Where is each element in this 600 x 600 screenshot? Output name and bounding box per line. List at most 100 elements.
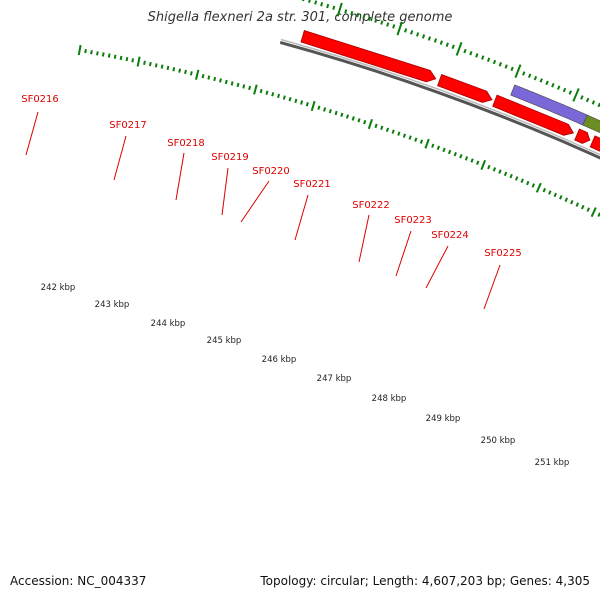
minor-tick xyxy=(531,183,536,188)
kbp-label: 248 kbp xyxy=(372,394,407,404)
major-tick xyxy=(310,100,316,112)
minor-tick xyxy=(408,135,412,140)
minor-tick xyxy=(431,143,435,148)
backbone-highlight xyxy=(280,38,600,156)
major-tick xyxy=(535,182,542,193)
minor-tick xyxy=(509,173,513,179)
minor-tick xyxy=(464,156,469,161)
minor-tick xyxy=(510,66,514,72)
minor-tick xyxy=(486,57,491,63)
minor-tick xyxy=(451,44,455,50)
minor-tick xyxy=(357,118,361,123)
minor-tick xyxy=(585,97,590,103)
kbp-label: 242 kbp xyxy=(41,283,76,293)
major-tick xyxy=(253,84,258,95)
minor-tick xyxy=(334,110,338,116)
minor-tick xyxy=(368,16,372,22)
minor-tick xyxy=(492,167,497,172)
callout-line xyxy=(113,135,127,181)
callout-line xyxy=(240,180,270,223)
minor-tick xyxy=(154,63,158,68)
minor-tick xyxy=(207,75,211,80)
major-tick xyxy=(136,56,141,67)
gene-arrow xyxy=(437,73,493,103)
major-tick xyxy=(77,44,82,56)
kbp-label: 244 kbp xyxy=(151,319,186,329)
minor-tick xyxy=(340,112,344,118)
minor-tick xyxy=(119,55,123,61)
minor-tick xyxy=(259,88,263,94)
major-tick xyxy=(396,21,403,36)
minor-tick xyxy=(362,14,366,20)
callout-line xyxy=(483,264,501,310)
minor-tick xyxy=(160,64,164,69)
minor-tick xyxy=(305,102,309,107)
kbp-label: 243 kbp xyxy=(95,300,130,310)
callout-line xyxy=(25,111,39,156)
minor-tick xyxy=(131,58,135,63)
minor-tick xyxy=(568,90,573,95)
minor-tick xyxy=(189,71,193,76)
major-tick xyxy=(455,41,463,56)
accession-text: Accession: NC_004337 xyxy=(10,574,147,588)
minor-tick xyxy=(476,160,480,165)
minor-tick xyxy=(385,127,390,133)
gene-label: SF0224 xyxy=(431,230,469,241)
minor-tick xyxy=(397,131,401,136)
minor-tick xyxy=(172,67,176,72)
minor-tick xyxy=(107,53,111,58)
minor-tick xyxy=(498,62,503,67)
minor-tick xyxy=(277,93,281,99)
gene-label: SF0222 xyxy=(352,200,390,211)
major-tick xyxy=(195,69,200,80)
major-tick xyxy=(424,138,430,149)
minor-tick xyxy=(564,197,569,202)
minor-tick xyxy=(344,9,348,14)
minor-tick xyxy=(551,83,555,88)
minor-tick xyxy=(380,20,384,25)
minor-tick xyxy=(419,139,424,144)
minor-tick xyxy=(300,100,304,105)
minor-tick xyxy=(308,0,311,3)
minor-tick xyxy=(224,79,228,85)
minor-tick xyxy=(527,73,532,78)
minor-tick xyxy=(219,78,222,83)
outer-tick-ring xyxy=(302,0,600,108)
minor-tick xyxy=(294,98,298,104)
minor-tick xyxy=(113,54,117,59)
minor-tick xyxy=(410,30,414,35)
kbp-label: 247 kbp xyxy=(317,374,352,384)
callout-line xyxy=(294,194,309,241)
minor-tick xyxy=(230,81,234,86)
minor-tick xyxy=(404,28,408,33)
minor-tick xyxy=(447,149,452,155)
minor-tick xyxy=(201,73,205,79)
kbp-scale-labels: 242 kbp 243 kbp 244 kbp 245 kbp 246 kbp 247 k… xyxy=(41,283,570,468)
green-feature xyxy=(582,114,600,134)
minor-tick xyxy=(421,34,426,39)
gene-label: SF0223 xyxy=(394,215,432,226)
gene-label: SF0219 xyxy=(211,152,249,163)
minor-tick xyxy=(282,95,286,100)
major-tick xyxy=(572,88,580,102)
minor-tick xyxy=(178,68,182,73)
minor-tick xyxy=(90,50,93,55)
backbone-line xyxy=(279,40,600,160)
minor-tick xyxy=(386,22,390,27)
minor-tick xyxy=(492,59,497,65)
inner-tick-ring xyxy=(77,44,600,218)
gene-label: SF0218 xyxy=(167,138,205,149)
minor-tick xyxy=(380,125,384,131)
minor-tick xyxy=(288,97,292,102)
minor-tick xyxy=(302,0,305,2)
minor-tick xyxy=(391,129,395,134)
callout-line xyxy=(221,167,229,216)
minor-tick xyxy=(166,65,170,71)
minor-tick xyxy=(481,55,485,60)
minor-tick xyxy=(562,87,567,93)
gene-arrow xyxy=(492,94,575,136)
minor-tick xyxy=(526,180,530,186)
minor-tick xyxy=(314,0,318,5)
minor-tick xyxy=(143,60,146,65)
